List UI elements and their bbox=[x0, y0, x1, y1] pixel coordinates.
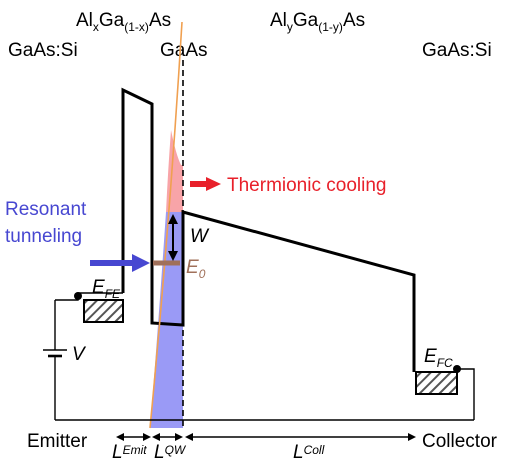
circuit-wire-right bbox=[457, 368, 475, 420]
voltage-label: V bbox=[72, 344, 87, 365]
e0-label: E0 bbox=[186, 257, 206, 281]
thermionic-arrow-head bbox=[206, 177, 221, 191]
barrier2-material-label: AlyGa(1-y)As bbox=[270, 10, 365, 34]
emitter-fermi-sea bbox=[83, 299, 124, 323]
l-qw-label: LQW bbox=[154, 442, 187, 458]
emitter-label: Emitter bbox=[27, 431, 88, 452]
l-emit-arrow-head-right bbox=[143, 433, 151, 441]
collector-label: Collector bbox=[422, 431, 498, 452]
l-emit-arrow-head-left bbox=[116, 433, 124, 441]
collector-contact-dot bbox=[453, 365, 461, 373]
resonant-label: Resonant bbox=[5, 199, 87, 220]
l-coll-label: LColl bbox=[293, 442, 325, 458]
w-arrow-head-up bbox=[168, 214, 178, 224]
barrier1-material-label: AlxGa(1-x)As bbox=[76, 10, 171, 34]
collector-fermi-sea bbox=[415, 371, 458, 395]
wavefunction-curve bbox=[149, 21, 183, 429]
left-contact-label: GaAs:Si bbox=[8, 40, 78, 61]
conduction-band bbox=[121, 87, 416, 372]
l-emit-label: LEmit bbox=[112, 442, 147, 458]
l-qw-arrow-head-left bbox=[152, 433, 160, 441]
efe-label: EFE bbox=[92, 277, 121, 301]
well-material-label: GaAs bbox=[160, 40, 208, 61]
l-coll-arrow-head-right bbox=[408, 433, 416, 441]
w-arrow-head-down bbox=[168, 251, 178, 261]
l-coll-arrow-head-left bbox=[185, 433, 193, 441]
right-contact-label: GaAs:Si bbox=[422, 40, 492, 61]
l-qw-arrow-head-right bbox=[175, 433, 183, 441]
tunneling-region bbox=[150, 212, 183, 428]
w-label: W bbox=[190, 226, 210, 247]
tunneling-label: tunneling bbox=[5, 226, 82, 247]
efc-label: EFC bbox=[424, 346, 453, 370]
thermionic-label: Thermionic cooling bbox=[227, 175, 386, 196]
tunneling-arrow-head bbox=[132, 254, 150, 272]
emitter-contact-dot bbox=[74, 292, 82, 300]
